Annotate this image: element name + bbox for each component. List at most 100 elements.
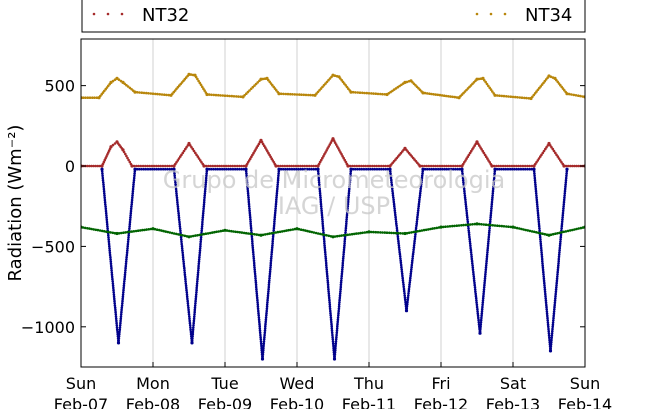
trace-dot: [339, 287, 342, 291]
trace-dot: [177, 211, 180, 215]
trace-dot: [517, 167, 521, 171]
trace-dot: [274, 200, 278, 204]
trace-dot: [158, 93, 162, 96]
trace-dot: [555, 286, 558, 289]
x-tick-label-date: Feb-10: [270, 395, 324, 409]
trace-dot: [348, 176, 352, 180]
trace-dot: [508, 164, 512, 168]
trace-dot: [486, 157, 489, 160]
trace-dot: [348, 187, 351, 191]
trace-dot: [467, 227, 470, 230]
trace-dot: [267, 281, 271, 284]
trace-dot: [376, 231, 380, 234]
trace-dot: [472, 272, 475, 276]
trace-dot: [449, 167, 453, 171]
trace-dot: [131, 196, 134, 200]
trace-dot: [255, 292, 259, 295]
trace-dot: [298, 93, 301, 96]
trace-dot: [543, 284, 546, 287]
trace-dot: [418, 229, 422, 233]
trace-dot: [268, 270, 272, 274]
data-point: [529, 96, 533, 101]
trace-dot: [86, 164, 89, 168]
trace-dot: [465, 211, 469, 215]
trace-dot: [327, 145, 331, 148]
trace-dot: [115, 328, 119, 332]
trace-dot: [478, 222, 481, 226]
trace-dot: [308, 230, 312, 233]
trace-dot: [327, 296, 331, 300]
trace-dot: [575, 227, 578, 231]
trace-dot: [434, 167, 438, 171]
trace-dot: [420, 164, 424, 168]
trace-dot: [472, 146, 475, 149]
trace-dot: [347, 196, 350, 199]
trace-dot: [318, 89, 321, 92]
trace-dot: [279, 167, 283, 171]
trace-dot: [275, 194, 279, 197]
legend-marker-nt32: [92, 12, 124, 16]
trace-dot: [423, 167, 427, 171]
trace-dot: [415, 224, 418, 228]
trace-dot: [552, 310, 556, 313]
trace-dot: [497, 164, 500, 168]
trace-dot: [472, 279, 476, 283]
trace-dot: [472, 270, 475, 274]
x-tick-label-day: Sat: [500, 374, 526, 393]
trace-dot: [122, 286, 125, 290]
trace-dot: [544, 292, 547, 296]
trace-dot: [247, 205, 251, 208]
trace-dot: [402, 287, 406, 291]
trace-dot: [541, 259, 544, 263]
trace-dot: [403, 294, 407, 297]
trace-dot: [498, 167, 501, 171]
trace-dot: [473, 286, 477, 289]
trace-dot: [201, 220, 204, 224]
trace-dot: [548, 336, 551, 340]
trace-dot: [303, 167, 307, 171]
trace-dot: [318, 189, 322, 193]
trace-dot: [336, 322, 339, 326]
trace-dot: [340, 274, 344, 278]
trace-dot: [104, 205, 107, 208]
trace-dot: [193, 308, 197, 312]
trace-dot: [180, 153, 183, 157]
trace-dot: [107, 240, 111, 244]
trace-dot: [178, 220, 181, 224]
trace-dot: [245, 176, 249, 180]
trace-dot: [133, 172, 136, 175]
x-tick-label-day: Thu: [353, 374, 384, 393]
trace-dot: [408, 285, 411, 289]
trace-dot: [372, 230, 375, 234]
trace-dot: [282, 92, 285, 96]
trace-dot: [329, 309, 332, 313]
trace-dot: [110, 273, 114, 277]
trace-dot: [359, 231, 362, 235]
trace-dot: [334, 346, 337, 350]
trace-dot: [254, 82, 258, 86]
trace-dot: [411, 254, 415, 258]
trace-dot: [103, 198, 107, 202]
trace-dot: [194, 293, 198, 296]
trace-dot: [204, 232, 208, 235]
trace-dot: [469, 251, 473, 254]
trace-dot: [105, 218, 109, 222]
trace-dot: [432, 167, 436, 171]
trace-dot: [496, 94, 499, 97]
trace-dot: [564, 183, 567, 186]
trace-dot: [256, 81, 260, 84]
trace-dot: [265, 311, 268, 315]
trace-dot: [430, 92, 433, 96]
trace-dot: [186, 297, 189, 301]
trace-dot: [436, 167, 440, 171]
data-point: [385, 92, 389, 97]
trace-dot: [555, 279, 559, 283]
trace-dot: [94, 164, 97, 168]
trace-dot: [274, 209, 277, 212]
trace-dot: [280, 230, 284, 233]
trace-dot: [325, 263, 328, 267]
trace-dot: [544, 301, 548, 305]
trace-dot: [188, 324, 192, 327]
trace-dot: [518, 96, 522, 99]
trace-dot: [96, 228, 100, 232]
